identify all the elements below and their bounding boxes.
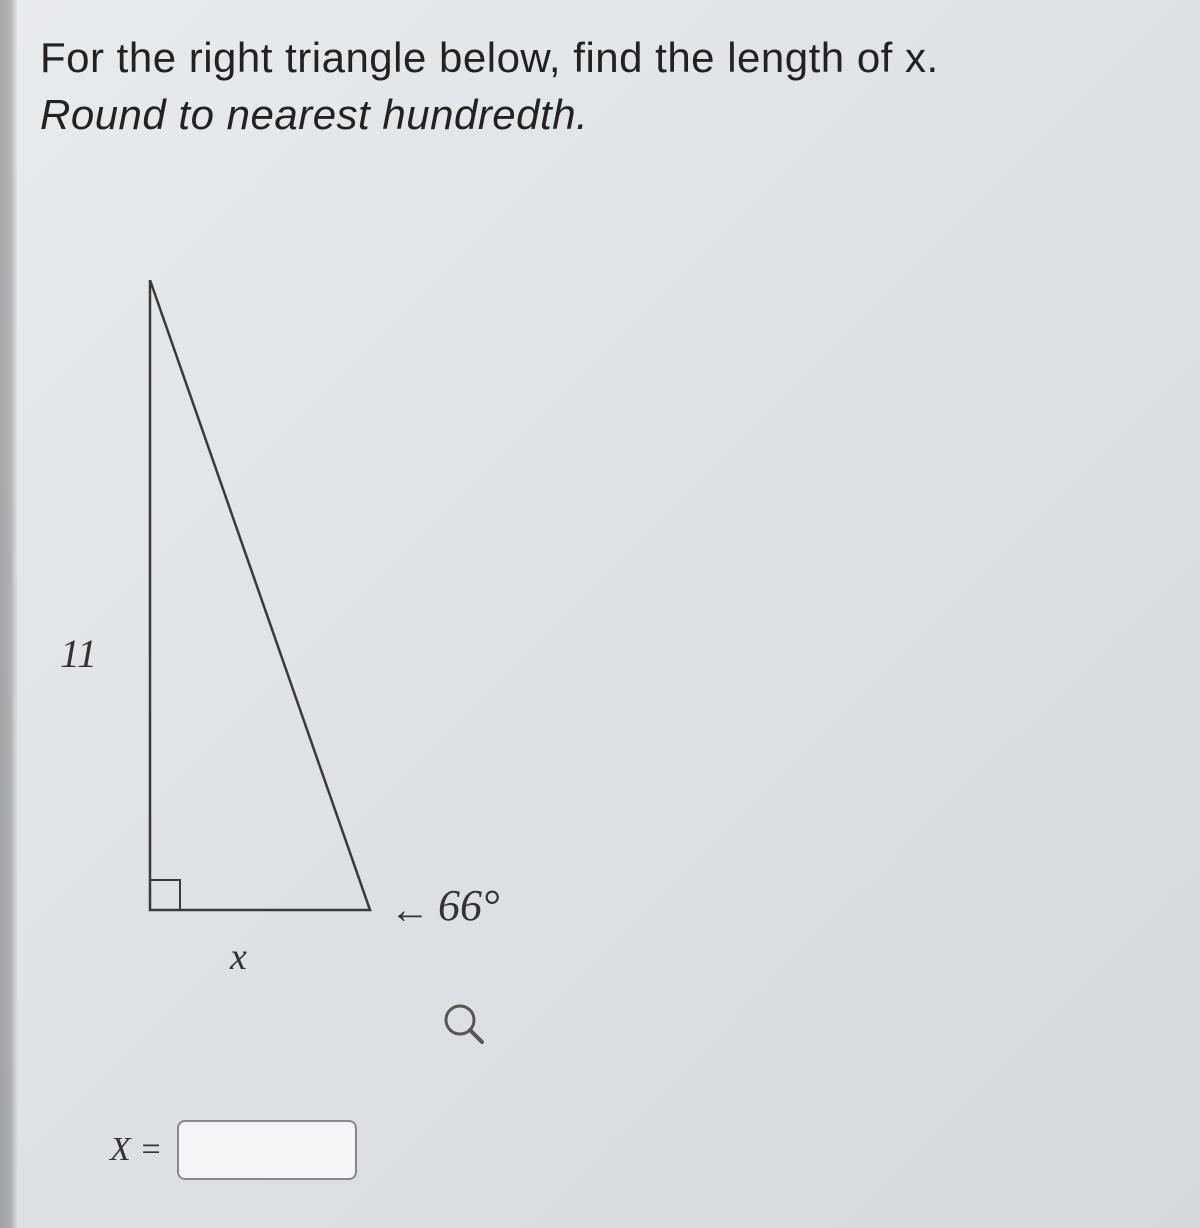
right-angle-marker xyxy=(150,880,180,910)
magnifier-icon[interactable] xyxy=(440,1000,490,1055)
side-label-bottom: x xyxy=(230,935,247,979)
answer-row: X = xyxy=(110,1120,357,1180)
angle-value: 66° xyxy=(438,881,500,930)
question-line-1: For the right triangle below, find the l… xyxy=(40,30,1160,87)
question-line-2: Round to nearest hundredth. xyxy=(40,87,1160,144)
screen-edge-shadow xyxy=(0,0,18,1228)
side-label-vertical: 11 xyxy=(60,630,97,677)
answer-input[interactable] xyxy=(177,1120,357,1180)
question-prompt: For the right triangle below, find the l… xyxy=(40,30,1160,143)
answer-label: X = xyxy=(110,1131,162,1169)
triangle-diagram: 11 x ←66° X = xyxy=(70,280,570,1000)
triangle-svg xyxy=(70,280,570,980)
triangle-shape xyxy=(150,280,370,910)
angle-label: ←66° xyxy=(390,880,500,933)
arrow-left-icon: ← xyxy=(390,886,430,933)
